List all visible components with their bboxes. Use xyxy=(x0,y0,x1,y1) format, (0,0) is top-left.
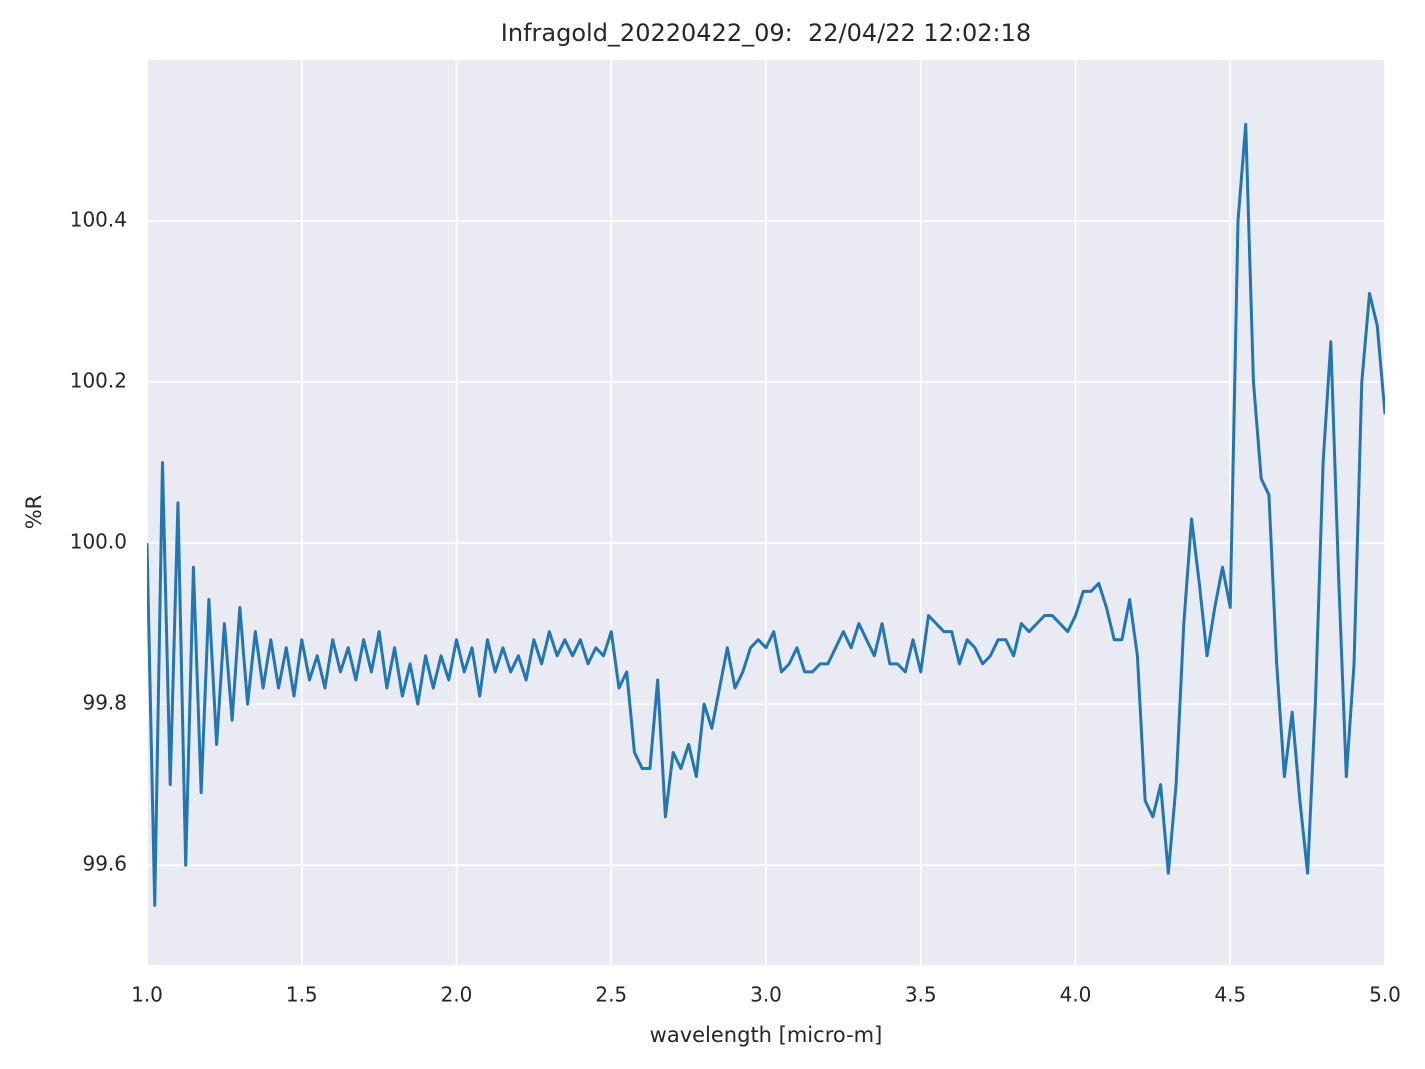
y-tick-label: 100.4 xyxy=(70,208,127,232)
x-tick-label: 3.0 xyxy=(750,983,782,1007)
x-axis-label: wavelength [micro-m] xyxy=(650,1023,883,1047)
chart-title: Infragold_20220422_09: 22/04/22 12:02:18 xyxy=(501,19,1031,47)
x-tick-label: 2.0 xyxy=(441,983,473,1007)
y-tick-label: 100.0 xyxy=(70,530,127,554)
y-tick-label: 99.8 xyxy=(82,691,127,715)
x-tick-label: 1.0 xyxy=(131,983,163,1007)
x-tick-label: 4.0 xyxy=(1060,983,1092,1007)
y-axis-label: %R xyxy=(22,495,46,530)
plot xyxy=(147,122,1385,907)
x-tick-label: 2.5 xyxy=(595,983,627,1007)
y-tick-label: 100.2 xyxy=(70,369,127,393)
x-tick-label: 1.5 xyxy=(286,983,318,1007)
x-tick-label: 3.5 xyxy=(905,983,937,1007)
y-tick-label: 99.6 xyxy=(82,852,127,876)
x-tick-label: 5.0 xyxy=(1369,983,1401,1007)
x-tick-label: 4.5 xyxy=(1214,983,1246,1007)
data-line xyxy=(147,122,1385,907)
labels: 1.0 1.5 2.0 2.5 3.0 3.5 4.0 4.5 5.0 99.6 99.8 100.0… xyxy=(70,208,1401,1007)
